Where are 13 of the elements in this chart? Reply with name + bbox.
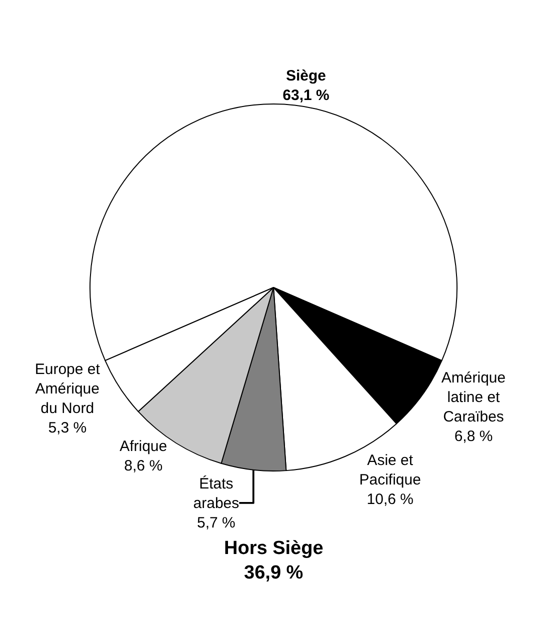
data-label: 5,7 % (197, 514, 236, 532)
data-label: 8,6 % (124, 457, 163, 474)
slice-label: Siège (286, 68, 326, 84)
slice-label: Afrique (120, 438, 168, 455)
data-label: 6,8 % (454, 428, 493, 446)
data-label: 63,1 % (282, 87, 330, 104)
slice-label: États arabes (193, 474, 240, 512)
data-label: 10,6 % (366, 491, 414, 508)
text: Hors Siège 36,9 % (224, 538, 324, 584)
slice-label: Europe et Amérique du Nord (34, 360, 101, 417)
slice-label: Asie et Pacifique (359, 452, 421, 489)
slice-label: Amérique latine et Caraïbes (441, 370, 506, 426)
data-label: 5,3 % (48, 419, 87, 436)
